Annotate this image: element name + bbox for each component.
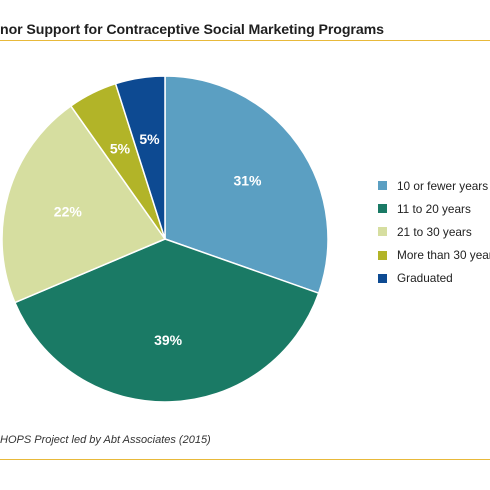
legend-label: Graduated <box>397 271 453 286</box>
title-rule <box>0 40 490 41</box>
legend-swatch <box>378 204 387 214</box>
legend: 10 or fewer years 11 to 20 years 21 to 30 … <box>378 174 490 290</box>
legend-item: 10 or fewer years <box>378 174 490 197</box>
legend-item: Graduated <box>378 267 490 290</box>
slice-value-label: 5% <box>110 141 131 157</box>
source-note: HOPS Project led by Abt Associates (2015… <box>0 434 211 446</box>
legend-label: More than 30 years <box>397 248 490 263</box>
legend-item: 21 to 30 years <box>378 220 490 243</box>
legend-label: 21 to 30 years <box>397 224 472 239</box>
footer-rule <box>0 459 490 460</box>
legend-swatch <box>378 273 387 283</box>
legend-label: 11 to 20 years <box>397 201 471 216</box>
slice-value-label: 39% <box>154 332 183 348</box>
pie-slice <box>13 238 320 403</box>
chart-title: nor Support for Contraceptive Social Mar… <box>0 22 384 38</box>
legend-item: More than 30 years <box>378 244 490 267</box>
slice-value-label: 31% <box>233 173 262 189</box>
legend-label: 10 or fewer years <box>397 178 489 193</box>
pie-slice <box>164 75 329 295</box>
legend-item: 11 to 20 years <box>378 197 490 220</box>
pie-slice <box>1 104 167 304</box>
legend-swatch <box>378 250 387 260</box>
legend-swatch <box>378 181 387 191</box>
slice-value-label: 22% <box>54 203 83 219</box>
legend-swatch <box>378 227 387 237</box>
slice-value-label: 5% <box>139 131 160 147</box>
pie-slice <box>114 75 166 240</box>
